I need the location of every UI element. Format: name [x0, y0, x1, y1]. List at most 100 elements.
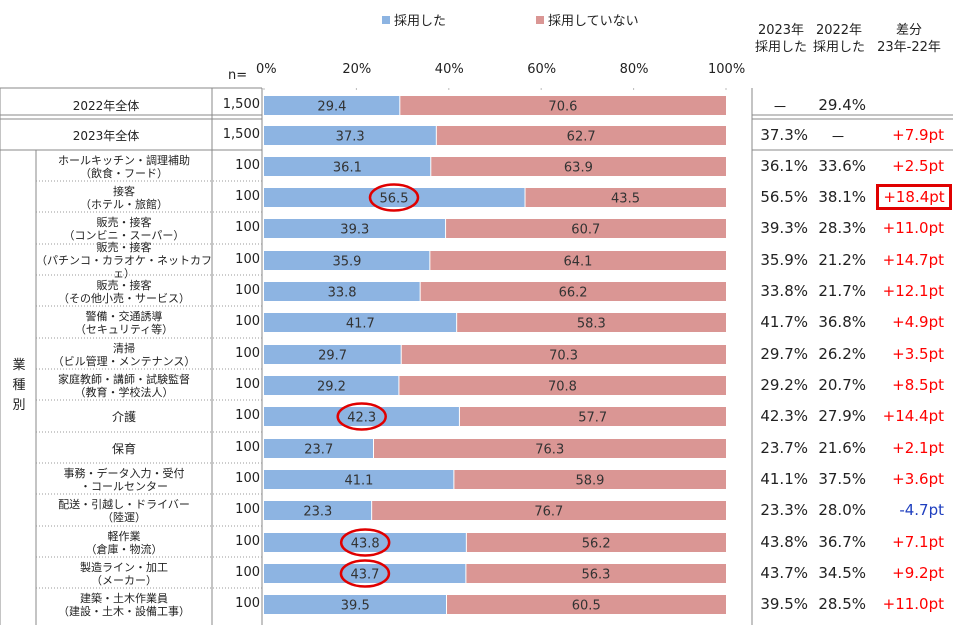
row-label-line: （その他小売・サービス） — [58, 291, 190, 305]
bar-not-adopted — [466, 533, 726, 552]
bar-value-not-adopted: 70.3 — [549, 349, 578, 364]
row-label: 家庭教師・講師・試験監督 （教育・学校法人） — [36, 370, 212, 401]
row-2023-value: 37.3% — [760, 126, 808, 144]
row-2022-value: 33.6% — [818, 157, 866, 175]
bar-value-adopted: 41.7 — [346, 317, 375, 332]
row-n: 100 — [235, 440, 260, 455]
bar-value-adopted: 41.1 — [344, 474, 373, 489]
row-label-line: 建築・土木作業員 — [80, 591, 168, 605]
bar-adopted — [264, 595, 447, 614]
bar-value-not-adopted: 76.3 — [535, 443, 564, 458]
x-tick-label: 20% — [342, 62, 372, 77]
row-label-line: （倉庫・物流） — [85, 542, 163, 556]
row-2022-value: 34.5% — [818, 564, 866, 582]
row-label-line: （セキュリティ等） — [74, 322, 174, 336]
row-n: 100 — [235, 346, 260, 361]
highlight-circle — [339, 528, 391, 557]
row-diff-value: +7.9pt — [892, 126, 944, 144]
row-label-line: 販売・接客 — [96, 278, 152, 292]
row-label-line: （メーカー） — [91, 573, 157, 587]
bar-adopted — [264, 96, 400, 115]
row-n: 1,500 — [222, 127, 260, 142]
row-2022-value: 37.5% — [818, 470, 866, 488]
row-n: 100 — [235, 189, 260, 204]
highlight-circle — [336, 402, 387, 431]
bar-adopted — [264, 282, 421, 301]
row-2022-value: 38.1% — [818, 188, 866, 206]
industry-group-label: 業 種 別 — [12, 356, 26, 416]
row-diff-value: +14.4pt — [882, 407, 944, 425]
row-label: 販売・接客 （コンビニ・スーパー） — [36, 213, 212, 244]
header-diff: 差分 23年-22年 — [868, 22, 950, 56]
bar-adopted — [264, 533, 467, 552]
bar-not-adopted — [373, 439, 726, 458]
x-tick-label: 40% — [434, 62, 464, 77]
row-label: 2023年全体 — [0, 120, 212, 151]
row-n: 100 — [235, 252, 260, 267]
row-label: 軽作業 （倉庫・物流） — [36, 527, 212, 558]
row-diff-value: +11.0pt — [882, 595, 944, 613]
row-label-line: （パチンコ・カラオケ・ネットカフェ） — [36, 254, 212, 280]
bar-value-adopted: 29.7 — [318, 349, 347, 364]
row-diff-value: +7.1pt — [892, 533, 944, 551]
header-2023-line1: 2023年 — [757, 23, 805, 38]
bar-adopted — [264, 157, 431, 176]
bar-not-adopted — [465, 564, 726, 583]
row-2022-value: 20.7% — [818, 376, 866, 394]
row-2023-value: 39.5% — [760, 595, 808, 613]
bar-adopted — [264, 564, 466, 583]
header-diff-line1: 差分 — [895, 23, 922, 38]
row-diff-value: +2.5pt — [892, 157, 944, 175]
row-2023-value: 33.8% — [760, 282, 808, 300]
row-label-line: 製造ライン・加工 — [80, 560, 168, 574]
bar-value-not-adopted: 57.7 — [578, 411, 607, 426]
row-n: 100 — [235, 565, 260, 580]
x-tick-label: 80% — [619, 62, 649, 77]
bar-value-not-adopted: 60.5 — [572, 599, 601, 614]
row-2022-value: 21.6% — [818, 439, 866, 457]
bar-value-not-adopted: 56.3 — [581, 568, 610, 583]
row-diff-value: -4.7pt — [899, 501, 944, 519]
row-label-line: （教育・学校法人） — [74, 385, 174, 399]
bar-not-adopted — [436, 126, 726, 145]
bar-not-adopted — [456, 313, 726, 332]
row-2022-value: 26.2% — [818, 345, 866, 363]
row-label-line: 販売・接客 — [96, 241, 152, 254]
row-label: 清掃 （ビル管理・メンテナンス） — [36, 339, 212, 370]
row-2023-value: 35.9% — [760, 251, 808, 269]
row-diff-value: +8.5pt — [892, 376, 944, 394]
row-n: 100 — [235, 377, 260, 392]
row-label-line: 保育 — [111, 441, 136, 456]
bar-adopted — [264, 407, 460, 426]
row-diff-value-highlighted: +18.4pt — [876, 184, 952, 210]
row-label-line: （ビル管理・メンテナンス） — [52, 354, 196, 368]
bar-adopted — [264, 313, 457, 332]
row-label-line: 2022年全体 — [72, 98, 140, 113]
bar-adopted — [264, 470, 454, 489]
bar-value-not-adopted: 66.2 — [559, 286, 588, 301]
row-2023-value: 41.7% — [760, 313, 808, 331]
bar-not-adopted — [371, 501, 726, 520]
row-2023-value: 39.3% — [760, 219, 808, 237]
header-2023: 2023年 採用した — [752, 22, 810, 56]
row-label-line: （建設・土木・設備工事） — [58, 604, 190, 618]
row-2023-value: － — [772, 98, 788, 116]
row-2022-value: 29.4% — [818, 96, 866, 114]
row-2022-value: 28.0% — [818, 501, 866, 519]
row-label: 建築・土木作業員 （建設・土木・設備工事） — [36, 589, 212, 620]
industry-group-char-1: 業 — [12, 358, 26, 373]
bar-adopted — [264, 188, 526, 207]
bar-adopted — [264, 345, 402, 364]
bar-adopted — [264, 219, 446, 238]
row-label-line: 家庭教師・講師・試験監督 — [58, 372, 190, 386]
bar-value-adopted: 29.4 — [317, 100, 346, 115]
bar-value-not-adopted: 64.1 — [563, 255, 592, 270]
legend-label-not-adopted: 採用していない — [548, 14, 639, 29]
bar-value-adopted: 37.3 — [336, 130, 365, 145]
highlight-circle — [339, 559, 391, 588]
legend-swatch-not-adopted — [536, 16, 544, 24]
row-diff-value: +11.0pt — [882, 219, 944, 237]
